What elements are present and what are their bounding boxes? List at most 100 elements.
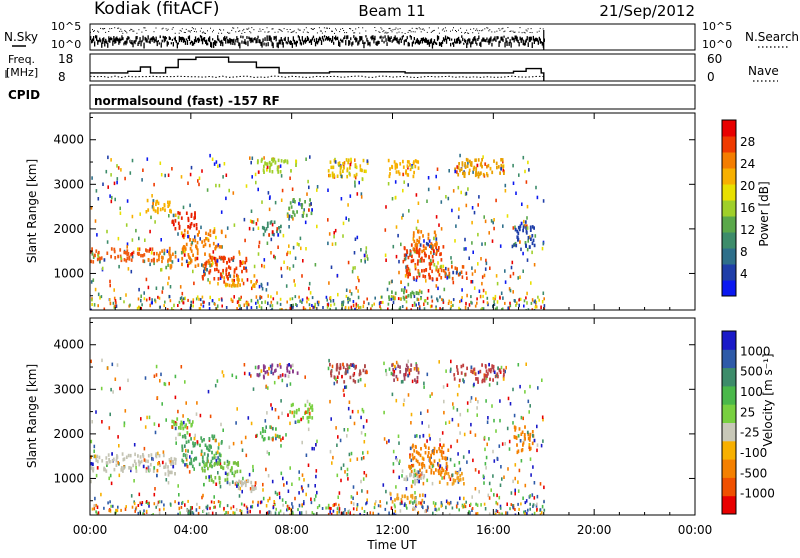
velocity-scatter-cell xyxy=(241,489,243,494)
velocity-patch-cell xyxy=(439,464,442,468)
power-patch-cell xyxy=(430,250,432,255)
power-nearrange-cell xyxy=(276,301,279,305)
power-nearrange-cell xyxy=(114,299,117,303)
velocity-scatter-cell xyxy=(451,417,454,422)
velocity-patch-cell xyxy=(288,363,290,367)
velocity-y-tick-label: 3000 xyxy=(53,382,84,396)
velocity-nearrange-cell xyxy=(158,500,161,504)
power-scatter-cell xyxy=(410,308,412,310)
power-patch-cell xyxy=(290,205,293,209)
velocity-patch-cell xyxy=(223,461,226,465)
velocity-scatter-cell xyxy=(343,428,346,432)
nave-tick-bottom: 0 xyxy=(707,70,715,84)
power-scatter-cell xyxy=(211,157,214,161)
nsky-trace-mark xyxy=(405,39,407,43)
velocity-scatter-cell xyxy=(495,500,497,505)
velocity-patch-cell xyxy=(420,447,422,451)
power-patch-cell xyxy=(239,283,241,287)
nsearch-trace-mark xyxy=(421,28,423,30)
velocity-patch-cell xyxy=(101,459,104,463)
velocity-patch-cell xyxy=(278,434,281,439)
power-scatter-cell xyxy=(139,212,141,216)
nsky-trace-mark xyxy=(293,39,295,45)
power-nearrange-cell xyxy=(461,296,463,300)
nsearch-trace-mark xyxy=(334,32,335,34)
power-scatter-cell xyxy=(402,213,404,217)
nsky-trace-mark xyxy=(225,37,227,44)
nsky-trace-mark xyxy=(335,35,337,41)
power-patch-cell xyxy=(342,162,344,166)
nsky-trace-mark xyxy=(477,38,479,41)
velocity-scatter-cell xyxy=(414,491,416,495)
velocity-nearrange-cell xyxy=(356,503,359,506)
velocity-patch-cell xyxy=(494,374,497,379)
power-scatter-cell xyxy=(228,188,230,193)
velocity-nearrange-cell xyxy=(240,502,243,506)
power-scatter-cell xyxy=(272,157,274,161)
velocity-patch-cell xyxy=(213,455,216,460)
velocity-patch-cell xyxy=(262,364,265,368)
velocity-patch-cell xyxy=(294,420,297,424)
power-patch-cell xyxy=(178,224,181,229)
nsky-trace-mark xyxy=(135,36,137,42)
power-nearrange-cell xyxy=(192,300,194,304)
power-scatter-cell xyxy=(267,191,270,195)
power-patch-cell xyxy=(421,256,423,261)
velocity-nearrange-cell xyxy=(243,503,246,507)
nsky-trace-mark xyxy=(169,37,171,40)
velocity-scatter-cell xyxy=(280,399,282,403)
velocity-patch-cell xyxy=(135,462,137,466)
velocity-patch-cell xyxy=(193,458,195,462)
velocity-nearrange-cell xyxy=(475,512,477,515)
nsky-trace-mark xyxy=(269,35,271,41)
velocity-scatter-cell xyxy=(422,434,425,438)
velocity-scatter-cell xyxy=(289,382,292,386)
nsearch-trace-mark xyxy=(477,30,479,32)
power-scatter-cell xyxy=(519,275,521,279)
power-scatter-cell xyxy=(222,175,224,179)
power-patch-cell xyxy=(150,251,153,255)
velocity-patch-cell xyxy=(531,430,534,434)
nsearch-trace-mark xyxy=(243,28,245,30)
velocity-scatter-cell xyxy=(344,508,346,512)
velocity-scatter-cell xyxy=(498,444,501,448)
nsearch-trace-mark xyxy=(221,32,223,34)
power-nearrange-cell xyxy=(543,297,545,301)
velocity-scatter-cell xyxy=(228,445,231,449)
power-nearrange-cell xyxy=(279,302,282,306)
nsearch-trace-mark xyxy=(207,30,208,32)
power-scatter-cell xyxy=(352,303,355,308)
velocity-patch-cell xyxy=(94,454,97,458)
nsky-trace-mark xyxy=(270,37,272,43)
velocity-patch-cell xyxy=(393,370,396,374)
nsearch-trace-mark xyxy=(290,32,292,33)
power-scatter-cell xyxy=(526,204,529,209)
power-patch-cell xyxy=(457,273,460,277)
power-scatter-cell xyxy=(366,254,368,258)
velocity-scatter-cell xyxy=(194,433,196,438)
velocity-patch-cell xyxy=(442,443,445,448)
nsearch-trace-mark xyxy=(126,32,128,34)
power-nearrange-cell xyxy=(289,306,292,310)
velocity-scatter-cell xyxy=(274,490,277,495)
velocity-scatter-cell xyxy=(315,474,317,479)
nsearch-trace-mark xyxy=(120,28,122,30)
velocity-scatter-cell xyxy=(456,392,459,397)
nsky-trace-mark xyxy=(495,39,497,42)
velocity-patch-cell xyxy=(428,465,431,469)
nsearch-trace-mark xyxy=(305,27,307,29)
velocity-scatter-cell xyxy=(344,385,346,389)
power-scatter-cell xyxy=(110,158,112,162)
velocity-nearrange-cell xyxy=(394,505,396,509)
velocity-scatter-cell xyxy=(356,491,358,495)
velocity-patch-cell xyxy=(274,369,276,373)
power-patch-cell xyxy=(425,241,428,246)
power-patch-cell xyxy=(361,168,363,173)
power-nearrange-cell xyxy=(203,300,205,304)
velocity-scatter-cell xyxy=(252,387,255,391)
power-scatter-cell xyxy=(257,226,260,230)
velocity-patch-cell xyxy=(171,419,174,424)
velocity-scatter-cell xyxy=(222,374,225,378)
nsearch-trace-mark xyxy=(422,28,424,30)
power-patch-cell xyxy=(239,260,242,264)
